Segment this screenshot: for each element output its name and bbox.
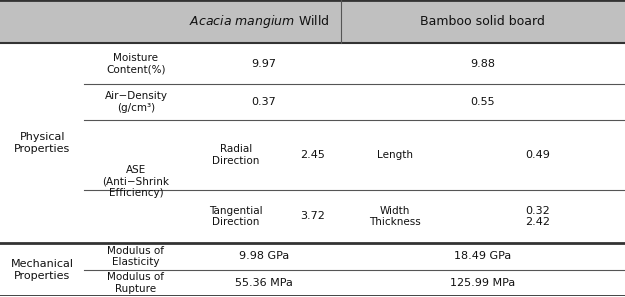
Text: 0.32
2.42: 0.32 2.42: [525, 206, 550, 227]
Text: 18.49 GPa: 18.49 GPa: [454, 252, 511, 261]
Text: 55.36 MPa: 55.36 MPa: [235, 278, 293, 288]
Text: Physical
Properties: Physical Properties: [14, 132, 70, 154]
Text: 3.72: 3.72: [300, 211, 325, 222]
Text: Moisture
Content(%): Moisture Content(%): [106, 53, 166, 75]
Text: 0.55: 0.55: [471, 97, 495, 107]
Text: Modulus of
Elasticity: Modulus of Elasticity: [107, 246, 164, 267]
Text: Mechanical
Properties: Mechanical Properties: [11, 259, 74, 281]
Text: 125.99 MPa: 125.99 MPa: [450, 278, 516, 288]
Text: 9.98 GPa: 9.98 GPa: [239, 252, 289, 261]
Text: Air−Density
(g/cm³): Air−Density (g/cm³): [104, 91, 168, 113]
Text: Radial
Direction: Radial Direction: [213, 144, 259, 166]
Text: 2.45: 2.45: [300, 150, 325, 160]
Text: Modulus of
Rupture: Modulus of Rupture: [107, 272, 164, 294]
Text: $\it{Acacia\ mangium}$ Willd: $\it{Acacia\ mangium}$ Willd: [189, 13, 330, 30]
Text: Bamboo solid board: Bamboo solid board: [421, 15, 545, 28]
Bar: [0, 0, 625, 43]
Text: 0.37: 0.37: [252, 97, 276, 107]
Text: 9.97: 9.97: [251, 59, 276, 69]
Text: ASE
(Anti−Shrink
Efficiency): ASE (Anti−Shrink Efficiency): [102, 165, 169, 198]
Text: Width
Thickness: Width Thickness: [369, 206, 421, 227]
Text: 0.49: 0.49: [525, 150, 550, 160]
Text: Tangential
Direction: Tangential Direction: [209, 206, 262, 227]
Text: Length: Length: [378, 150, 413, 160]
Text: 9.88: 9.88: [471, 59, 496, 69]
